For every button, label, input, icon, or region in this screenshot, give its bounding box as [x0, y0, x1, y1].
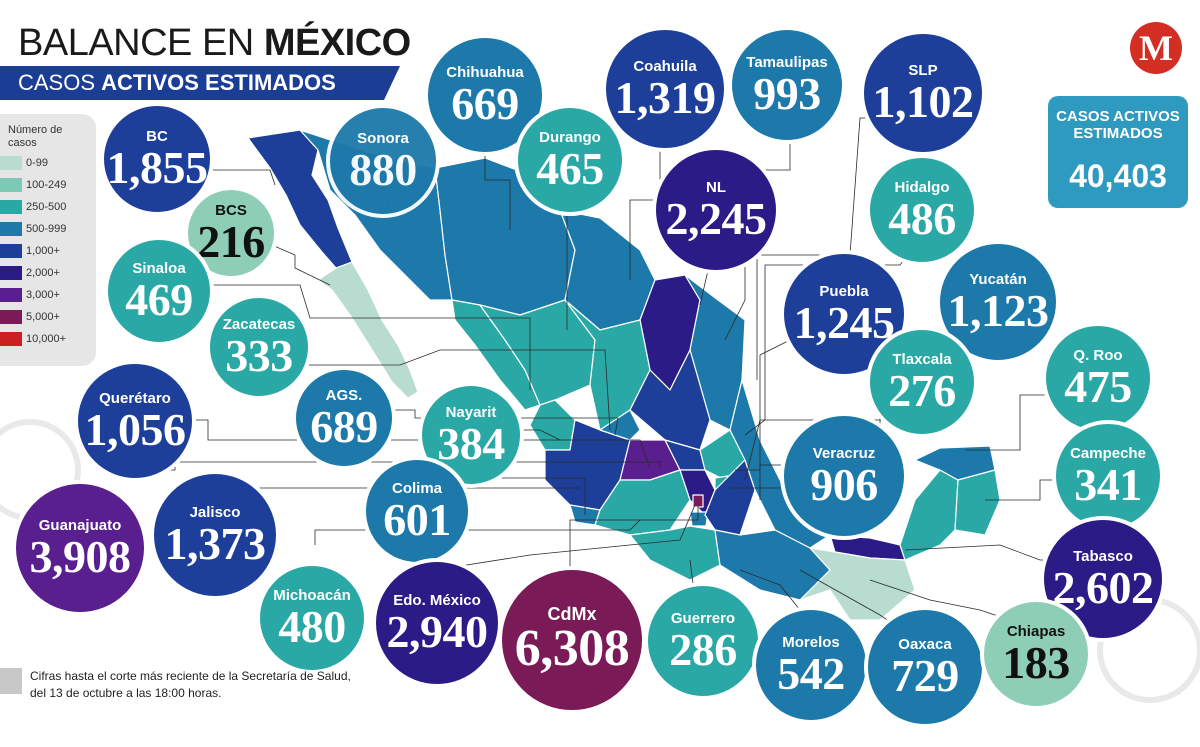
bubble-sonora: Sonora 880 [326, 104, 440, 218]
bubble-tlaxcala: Tlaxcala 276 [866, 326, 978, 438]
bubble-tamaulipas: Tamaulipas 993 [728, 26, 846, 144]
state-value: 1,319 [615, 76, 716, 120]
bubble-jalisco: Jalisco 1,373 [150, 470, 280, 600]
state-value: 469 [125, 278, 193, 322]
page-subtitle: CASOS ACTIVOS ESTIMADOS [0, 66, 400, 100]
state-value: 480 [278, 605, 346, 649]
state-value: 475 [1064, 365, 1132, 409]
bubble-nl: NL 2,245 [652, 146, 780, 274]
bubble-guanajuato: Guanajuato 3,908 [12, 480, 148, 616]
state-value: 689 [310, 405, 378, 449]
legend-item: 500-999 [0, 220, 92, 238]
legend-label: 100-249 [26, 179, 66, 191]
bubble-morelos: Morelos 542 [752, 606, 870, 724]
state-value: 1,855 [107, 146, 208, 190]
state-value: 333 [225, 334, 293, 378]
legend-label: 1,000+ [26, 245, 60, 257]
milenio-logo-icon: M [1130, 22, 1182, 74]
legend-item: 100-249 [0, 176, 92, 194]
legend-item: 0-99 [0, 154, 92, 172]
source-note: Cifras hasta el corte más reciente de la… [30, 668, 360, 702]
legend-swatch [0, 222, 22, 236]
bubble-ags: AGS. 689 [292, 366, 396, 470]
state-value: 1,056 [85, 408, 186, 452]
state-value: 486 [888, 197, 956, 241]
state-value: 183 [1002, 641, 1070, 685]
state-value: 286 [669, 628, 737, 672]
total-label: CASOS ACTIVOS ESTIMADOS [1048, 108, 1188, 142]
legend-swatch [0, 200, 22, 214]
legend-item: 10,000+ [0, 330, 92, 348]
state-value: 1,123 [948, 289, 1049, 333]
bubble-coahuila: Coahuila 1,319 [602, 26, 728, 152]
legend-item: 3,000+ [0, 286, 92, 304]
bubble-qroo: Q. Roo 475 [1042, 322, 1154, 434]
region-campeche [900, 470, 958, 560]
state-value: 601 [383, 498, 451, 542]
bubble-slp: SLP 1,102 [860, 30, 986, 156]
legend-item: 1,000+ [0, 242, 92, 260]
state-value: 1,102 [873, 80, 974, 124]
page-title: BALANCE EN MÉXICO [18, 22, 411, 65]
bubble-michoacan: Michoacán 480 [256, 562, 368, 674]
region-guerrero [630, 526, 720, 580]
legend-item: 5,000+ [0, 308, 92, 326]
state-value: 669 [451, 82, 519, 126]
state-value: 384 [437, 422, 505, 466]
state-value: 993 [753, 72, 821, 116]
legend-swatch [0, 310, 22, 324]
legend-swatch [0, 266, 22, 280]
bubble-chiapas: Chiapas 183 [980, 598, 1092, 710]
legend-label: 250-500 [26, 201, 66, 213]
legend-label: 500-999 [26, 223, 66, 235]
note-marker [0, 668, 22, 694]
region-nayarit [530, 400, 575, 450]
state-value: 1,373 [165, 522, 266, 566]
bubble-oaxaca: Oaxaca 729 [864, 606, 986, 728]
state-value: 2,940 [387, 610, 488, 654]
state-value: 6,308 [515, 623, 630, 675]
state-value: 906 [810, 463, 878, 507]
legend-label: 0-99 [26, 157, 48, 169]
legend-swatch [0, 178, 22, 192]
bubble-hidalgo: Hidalgo 486 [866, 154, 978, 266]
bubble-edomexico: Edo. México 2,940 [372, 558, 502, 688]
legend-swatch [0, 332, 22, 346]
state-value: 1,245 [794, 301, 895, 345]
bubble-sinaloa: Sinaloa 469 [104, 236, 214, 346]
bubble-veracruz: Veracruz 906 [780, 412, 908, 540]
bubble-zacatecas: Zacatecas 333 [206, 294, 312, 400]
legend-label: 3,000+ [26, 289, 60, 301]
legend-swatch [0, 244, 22, 258]
legend-label: 10,000+ [26, 333, 66, 345]
bubble-queretaro: Querétaro 1,056 [74, 360, 196, 482]
total-active-cases-box: CASOS ACTIVOS ESTIMADOS 40,403 [1048, 96, 1188, 208]
legend-swatch [0, 288, 22, 302]
state-value: 3,908 [30, 535, 131, 579]
bubble-durango: Durango 465 [514, 104, 626, 216]
state-value: 465 [536, 147, 604, 191]
legend-label: 5,000+ [26, 311, 60, 323]
bubble-colima: Colima 601 [362, 456, 472, 566]
legend: Número de casos 0-99 100-249 250-500 500… [0, 114, 96, 366]
state-value: 729 [891, 654, 959, 698]
legend-swatch [0, 156, 22, 170]
state-value: 2,245 [666, 197, 767, 241]
state-value: 880 [349, 148, 417, 192]
state-value: 216 [197, 220, 265, 264]
total-value: 40,403 [1048, 158, 1188, 195]
region-qroo [955, 470, 1000, 535]
legend-item: 250-500 [0, 198, 92, 216]
legend-item: 2,000+ [0, 264, 92, 282]
state-value: 2,602 [1053, 566, 1154, 610]
bubble-campeche: Campeche 341 [1052, 420, 1164, 532]
legend-title: Número de casos [8, 124, 88, 150]
state-value: 276 [888, 369, 956, 413]
bubble-cdmx: CdMx 6,308 [498, 566, 646, 714]
state-value: 542 [777, 652, 845, 696]
state-value: 341 [1074, 463, 1142, 507]
bubble-guerrero: Guerrero 286 [644, 582, 762, 700]
legend-label: 2,000+ [26, 267, 60, 279]
